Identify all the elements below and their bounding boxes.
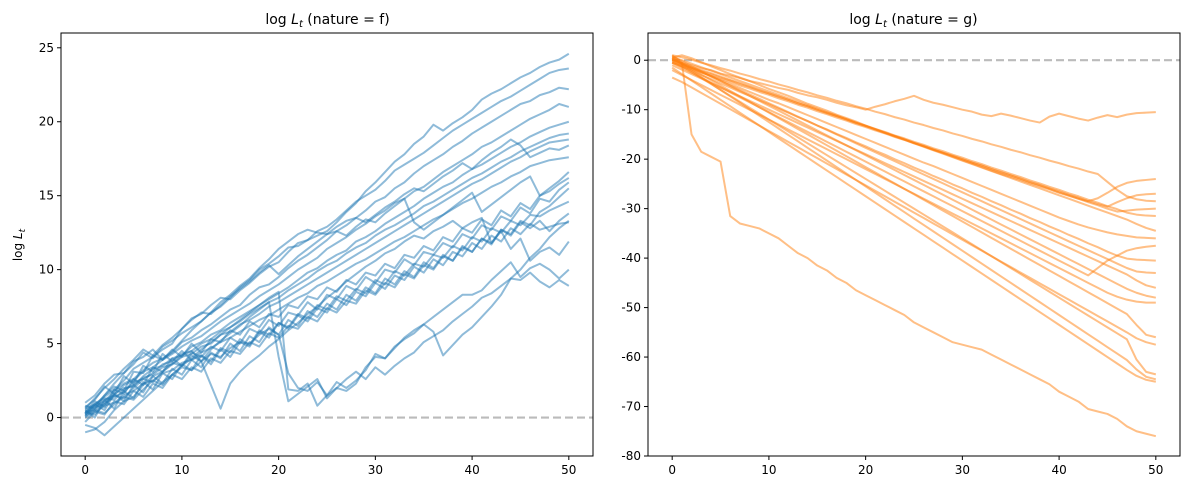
y-tick-label-f: 10 [39, 263, 54, 277]
y-tick-label-f: 25 [39, 41, 54, 55]
series-line-g-16 [671, 59, 1157, 376]
panel-nature-f: log Lt (nature = f) 0 10 20 30 40 50 0 5 10 15 20 2… [11, 12, 594, 477]
y-tick-label-g: -30 [621, 202, 641, 216]
y-tick-label-g: -70 [621, 400, 641, 414]
y-tick-label-g: 0 [633, 53, 641, 67]
series-line-f-13 [84, 212, 570, 416]
y-axis-label-f: log Lt [11, 228, 28, 261]
series-group-f [84, 52, 570, 437]
series-line-f-10 [84, 181, 570, 414]
x-tick-label-f: 20 [271, 463, 286, 477]
x-tick-label-g: 0 [668, 463, 676, 477]
series-line-g-19 [671, 54, 1157, 438]
series-line-f-8 [84, 156, 569, 419]
y-tick-label-f: 20 [39, 115, 54, 129]
series-line-g-4 [671, 54, 1156, 203]
series-line-g-8 [671, 59, 1156, 240]
series-line-g-12 [671, 55, 1157, 299]
series-line-f-18 [84, 220, 570, 437]
series-line-g-6 [671, 60, 1156, 218]
x-tick-label-g: 30 [955, 463, 970, 477]
series-line-g-7 [671, 56, 1157, 232]
y-tick-label-g: -20 [621, 152, 641, 166]
x-tick-label-g: 20 [858, 463, 873, 477]
plot-area-g: 0 10 20 30 40 50 0 -10 -20 -30 -40 -50 -60 -70 -80 [621, 32, 1181, 477]
y-tick-label-g: -50 [621, 301, 641, 315]
series-line-g-10 [671, 57, 1156, 274]
series-line-g-18 [671, 66, 1157, 383]
series-line-g-17 [671, 56, 1157, 381]
y-tick-label-f: 5 [46, 337, 54, 351]
panel-nature-g: log Lt (nature = g) 0 10 20 30 40 50 0 -10 -20 -3… [621, 12, 1181, 477]
y-tick-label-g: -60 [621, 350, 641, 364]
series-line-f-6 [84, 132, 569, 416]
y-tick-label-f: 15 [39, 189, 54, 203]
y-tick-label-g: -80 [621, 449, 641, 463]
series-line-g-11 [671, 64, 1157, 289]
y-tick-label-g: -10 [621, 103, 641, 117]
series-group-g [671, 54, 1157, 438]
series-line-f-1 [84, 52, 570, 414]
plot-frame-f [60, 32, 594, 457]
series-line-f-2 [84, 67, 569, 404]
plot-area-f: 0 10 20 30 40 50 0 5 10 15 20 25 [39, 32, 594, 477]
x-tick-label-f: 40 [464, 463, 479, 477]
x-tick-label-g: 50 [1148, 463, 1163, 477]
plot-frame-g [647, 32, 1181, 457]
x-tick-label-f: 0 [81, 463, 89, 477]
x-tick-label-g: 10 [761, 463, 776, 477]
series-line-f-20 [84, 138, 570, 416]
series-line-f-16 [84, 261, 570, 417]
x-tick-label-g: 40 [1051, 463, 1066, 477]
y-tick-label-g: -40 [621, 251, 641, 265]
chart-title-g: log Lt (nature = g) [849, 12, 977, 30]
y-tick-label-f: 0 [46, 411, 54, 425]
x-tick-label-f: 30 [368, 463, 383, 477]
series-line-f-17 [84, 271, 570, 434]
x-tick-label-f: 50 [561, 463, 576, 477]
x-tick-label-f: 10 [174, 463, 189, 477]
series-line-g-20 [671, 61, 1156, 277]
chart-title-f: log Lt (nature = f) [265, 12, 389, 30]
series-line-g-15 [671, 76, 1157, 346]
